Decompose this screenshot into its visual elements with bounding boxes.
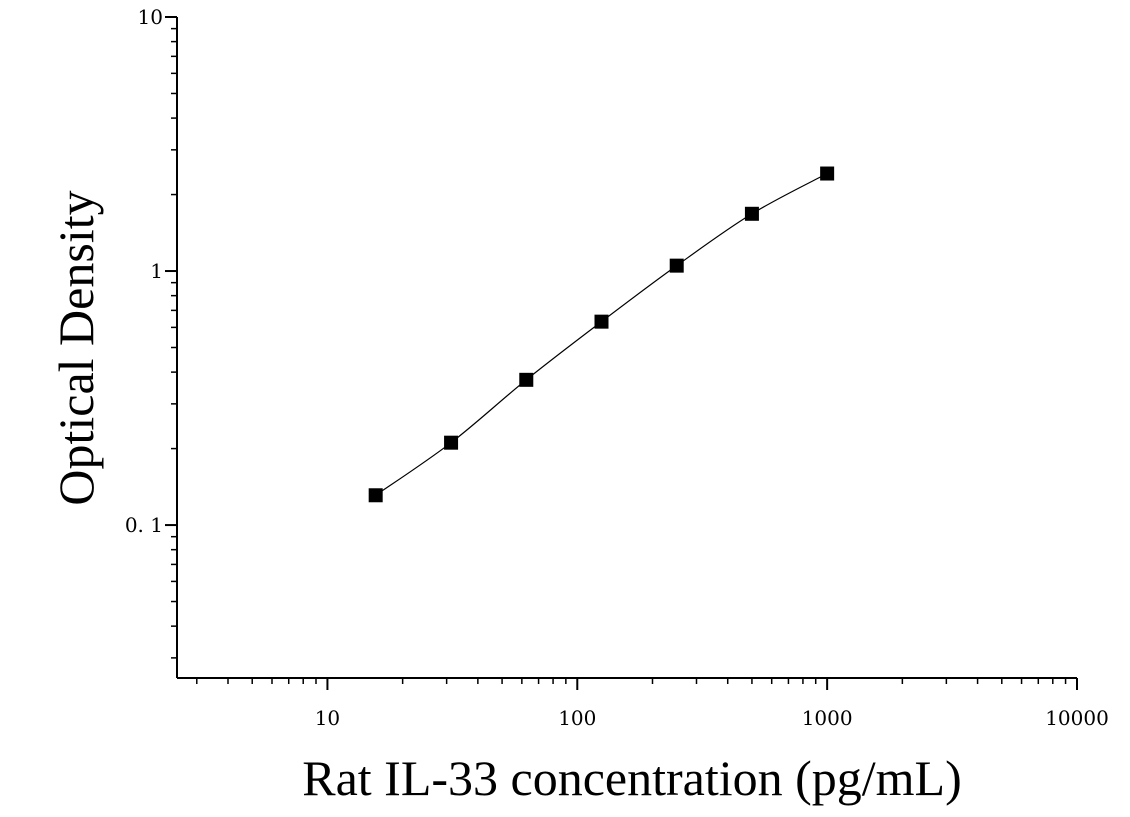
data-point xyxy=(368,488,383,503)
y-tick-label: 10 xyxy=(138,5,163,29)
data-point xyxy=(820,166,835,181)
data-point xyxy=(444,435,459,450)
y-tick-label: 0. 1 xyxy=(125,513,163,537)
plot-area: 10 100 1000 10000 0. 1 1 10 xyxy=(125,5,1109,730)
y-tick-label: 1 xyxy=(150,259,163,283)
y-axis-title: Optical Density xyxy=(48,190,104,505)
data-point xyxy=(669,258,684,273)
x-tick-label: 10000 xyxy=(1045,706,1109,730)
x-axis-title: Rat IL-33 concentration (pg/mL) xyxy=(302,750,962,806)
x-tick-label: 100 xyxy=(558,706,596,730)
data-point xyxy=(519,372,534,387)
data-point xyxy=(744,206,759,221)
x-tick-label: 1000 xyxy=(802,706,853,730)
data-point xyxy=(594,314,609,329)
x-tick-label: 10 xyxy=(315,706,340,730)
fit-curve xyxy=(375,172,828,496)
